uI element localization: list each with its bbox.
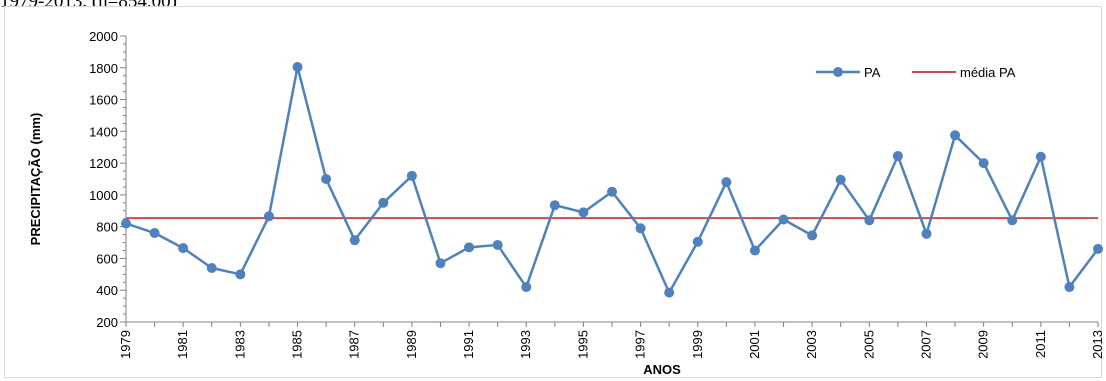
legend-mean-label: média PA <box>960 65 1016 80</box>
y-tick-label: 1000 <box>89 188 118 203</box>
pa-data-point <box>1035 151 1046 162</box>
x-tick-label: 2007 <box>918 330 933 359</box>
pa-data-point <box>749 245 760 256</box>
pa-data-point <box>664 287 675 298</box>
pa-data-point <box>149 228 160 239</box>
y-tick-label: 1200 <box>89 156 118 171</box>
legend-pa-marker <box>833 67 843 77</box>
pa-data-point <box>635 223 646 234</box>
x-axis: 1979 1981 1983 1985 1987 1989 1991 1993 1995 1997… <box>118 321 1105 359</box>
x-axis-title: ANOS <box>643 362 681 377</box>
pa-data-point <box>978 158 989 169</box>
x-tick-label: 1979 <box>118 330 133 359</box>
pa-data-point <box>378 197 389 208</box>
x-tick-label: 2003 <box>804 330 819 359</box>
y-axis: 200 400 600 800 1000 1200 1400 1600 1800 2000 <box>89 29 127 330</box>
y-tick-label: 1800 <box>89 61 118 76</box>
x-tick-label: 2009 <box>976 330 991 359</box>
x-tick-label: 1983 <box>232 330 247 359</box>
legend-pa-label: PA <box>864 65 881 80</box>
x-tick-label: 1991 <box>461 330 476 359</box>
pa-data-point <box>892 150 903 161</box>
pa-series-line <box>125 65 1100 294</box>
pa-data-point <box>492 239 503 250</box>
x-tick-label: 1985 <box>290 330 305 359</box>
y-tick-label: 600 <box>96 251 118 266</box>
pa-data-point <box>692 236 703 247</box>
pa-data-point <box>121 218 131 229</box>
pa-data-point <box>292 61 303 72</box>
pa-data-point <box>1093 243 1103 254</box>
y-tick-label: 400 <box>96 283 118 298</box>
x-tick-label: 2005 <box>861 330 876 359</box>
x-tick-label: 2011 <box>1033 330 1048 358</box>
plot-area <box>121 61 1103 298</box>
pa-data-point <box>464 242 475 253</box>
pa-data-point <box>1064 282 1075 293</box>
pa-data-point <box>921 228 932 239</box>
pa-data-point <box>349 235 360 246</box>
pa-data-point <box>321 174 332 184</box>
x-tick-label: 2001 <box>747 330 762 359</box>
x-tick-label: 1999 <box>690 330 705 359</box>
pa-data-point <box>521 282 532 293</box>
pa-data-point <box>950 130 961 141</box>
y-tick-label: 1400 <box>89 124 118 139</box>
y-tick-label: 1600 <box>89 93 118 108</box>
chart-frame <box>4 6 1102 378</box>
pa-data-point <box>607 186 617 197</box>
y-tick-label: 200 <box>96 315 118 330</box>
pa-data-point <box>835 174 846 185</box>
x-tick-label: 1993 <box>518 330 533 359</box>
x-tick-label: 1981 <box>175 330 190 359</box>
pa-data-point <box>178 243 189 254</box>
x-tick-label: 1989 <box>404 330 419 359</box>
pa-data-point <box>807 230 818 241</box>
y-tick-label: 2000 <box>89 29 118 44</box>
pa-data-point <box>721 177 732 188</box>
pa-data-point <box>406 170 417 181</box>
x-tick-label: 1987 <box>347 330 362 359</box>
pa-data-point <box>435 258 446 269</box>
x-tick-label: 2013 <box>1090 330 1105 359</box>
pa-data-point <box>778 214 789 225</box>
pa-data-point <box>235 269 246 280</box>
x-tick-label: 1997 <box>633 330 648 359</box>
pa-data-point <box>864 215 875 226</box>
y-axis-title: PRECIPITAÇÃO (mm) <box>28 113 43 246</box>
pa-data-point <box>578 207 589 218</box>
pa-data-point <box>549 200 560 211</box>
pa-data-point <box>206 262 217 273</box>
pa-data-point <box>1007 215 1018 226</box>
x-tick-label: 1995 <box>575 330 590 359</box>
y-tick-label: 800 <box>96 220 118 235</box>
pa-data-point <box>263 211 274 222</box>
legend: PA média PA <box>816 65 1016 80</box>
